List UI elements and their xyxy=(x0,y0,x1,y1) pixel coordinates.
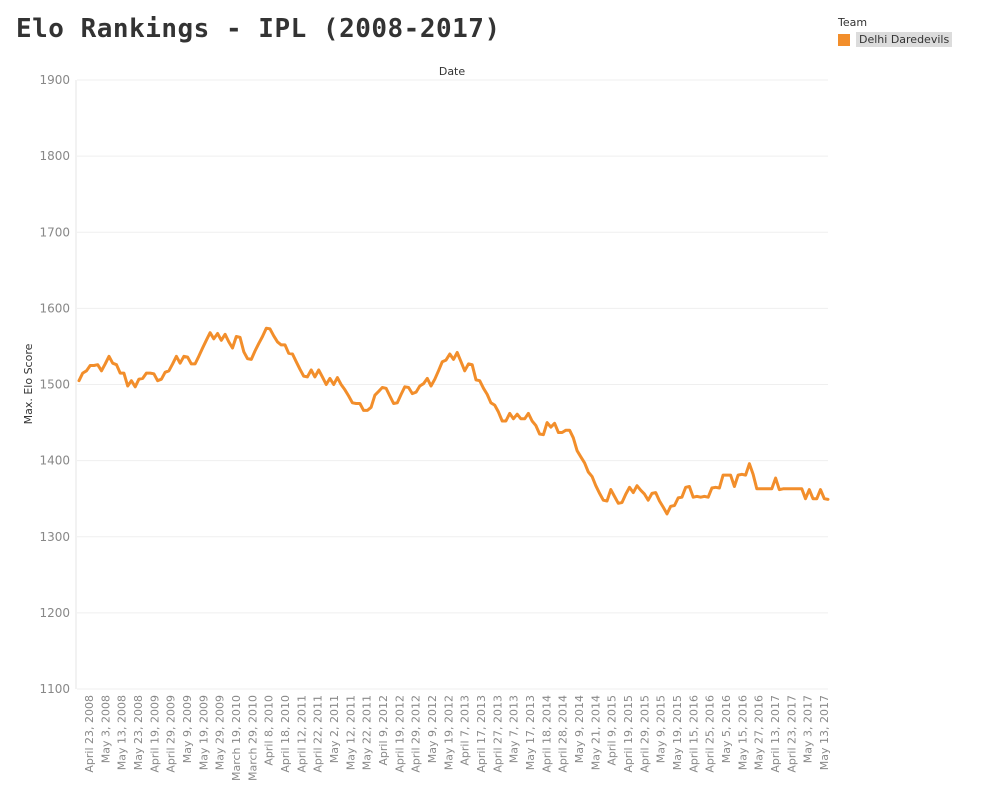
x-tick-label: April 27, 2013 xyxy=(491,695,504,773)
x-tick-label: April 19, 2009 xyxy=(148,695,161,773)
x-tick-label: May 13, 2008 xyxy=(116,695,129,770)
y-tick-label: 1800 xyxy=(39,149,70,163)
x-tick-label: May 3, 2008 xyxy=(99,695,112,763)
legend-label: Delhi Daredevils xyxy=(856,32,953,47)
x-tick-label: April 22, 2011 xyxy=(312,695,325,773)
x-tick-label: May 19, 2009 xyxy=(197,695,210,770)
y-axis-ticks: 1100 1200 1300 1400 1500 1600 1700 1800 1900 xyxy=(39,73,70,696)
y-axis-label: Max. Elo Score xyxy=(22,343,35,424)
x-tick-label: May 23, 2008 xyxy=(132,695,145,770)
x-tick-label: May 22, 2011 xyxy=(361,695,374,770)
x-tick-label: April 28, 2014 xyxy=(557,695,570,773)
x-tick-label: April 29, 2009 xyxy=(165,695,178,773)
x-tick-label: April 29, 2012 xyxy=(410,695,423,773)
x-axis-label: Date xyxy=(439,65,466,78)
x-tick-label: May 3, 2017 xyxy=(802,695,815,763)
legend-title: Team xyxy=(838,16,868,29)
x-axis-ticks: April 23, 2008 May 3, 2008 May 13, 2008 May… xyxy=(83,695,831,781)
legend-item-delhi-daredevils[interactable]: Delhi Daredevils xyxy=(838,32,953,47)
x-tick-label: April 9, 2012 xyxy=(377,695,390,766)
x-tick-label: April 23, 2008 xyxy=(83,695,96,773)
x-tick-label: April 23, 2017 xyxy=(785,695,798,773)
gridlines xyxy=(77,79,828,690)
y-tick-label: 1100 xyxy=(39,682,70,696)
legend: Team Delhi Daredevils xyxy=(838,16,953,47)
y-tick-label: 1500 xyxy=(39,378,70,392)
legend-swatch xyxy=(838,33,850,46)
x-tick-label: May 19, 2015 xyxy=(671,695,684,770)
x-tick-label: April 19, 2012 xyxy=(393,695,406,773)
x-tick-label: March 19, 2010 xyxy=(230,695,243,781)
x-tick-label: May 9, 2014 xyxy=(573,695,586,763)
x-tick-label: May 15, 2016 xyxy=(736,695,749,770)
x-tick-label: April 18, 2010 xyxy=(279,695,292,773)
x-tick-label: May 9, 2015 xyxy=(655,695,668,763)
x-tick-label: May 17, 2013 xyxy=(524,695,537,770)
x-tick-label: April 12, 2011 xyxy=(295,695,308,773)
y-tick-label: 1200 xyxy=(39,606,70,620)
chart-title: Elo Rankings - IPL (2008-2017) xyxy=(16,14,501,44)
x-tick-label: May 27, 2016 xyxy=(753,695,766,770)
y-tick-label: 1600 xyxy=(39,301,70,315)
x-tick-label: May 5, 2016 xyxy=(720,695,733,763)
y-tick-label: 1900 xyxy=(39,73,70,87)
x-tick-label: May 29, 2009 xyxy=(214,695,227,770)
x-tick-label: May 7, 2013 xyxy=(508,695,521,763)
series-layer xyxy=(77,326,830,516)
x-tick-label: May 9, 2012 xyxy=(426,695,439,763)
x-tick-label: May 13, 2017 xyxy=(818,695,831,770)
y-tick-label: 1300 xyxy=(39,530,70,544)
x-tick-label: April 17, 2013 xyxy=(475,695,488,773)
x-tick-label: April 15, 2016 xyxy=(687,695,700,773)
series-line-delhi-daredevils[interactable] xyxy=(77,326,830,516)
x-tick-label: April 29, 2015 xyxy=(638,695,651,773)
x-tick-label: April 19, 2015 xyxy=(622,695,635,773)
x-tick-label: May 2, 2011 xyxy=(328,695,341,763)
x-tick-label: May 19, 2012 xyxy=(442,695,455,770)
y-tick-label: 1400 xyxy=(39,454,70,468)
x-tick-label: March 29, 2010 xyxy=(246,695,259,781)
x-tick-label: April 25, 2016 xyxy=(704,695,717,773)
x-tick-label: April 9, 2015 xyxy=(606,695,619,766)
x-tick-label: April 7, 2013 xyxy=(459,695,472,766)
x-tick-label: April 8, 2010 xyxy=(263,695,276,766)
x-tick-label: April 13, 2017 xyxy=(769,695,782,773)
x-tick-label: April 18, 2014 xyxy=(540,695,553,773)
x-tick-label: May 21, 2014 xyxy=(589,695,602,770)
y-tick-label: 1700 xyxy=(39,225,70,239)
x-tick-label: May 12, 2011 xyxy=(344,695,357,770)
x-tick-label: May 9, 2009 xyxy=(181,695,194,763)
